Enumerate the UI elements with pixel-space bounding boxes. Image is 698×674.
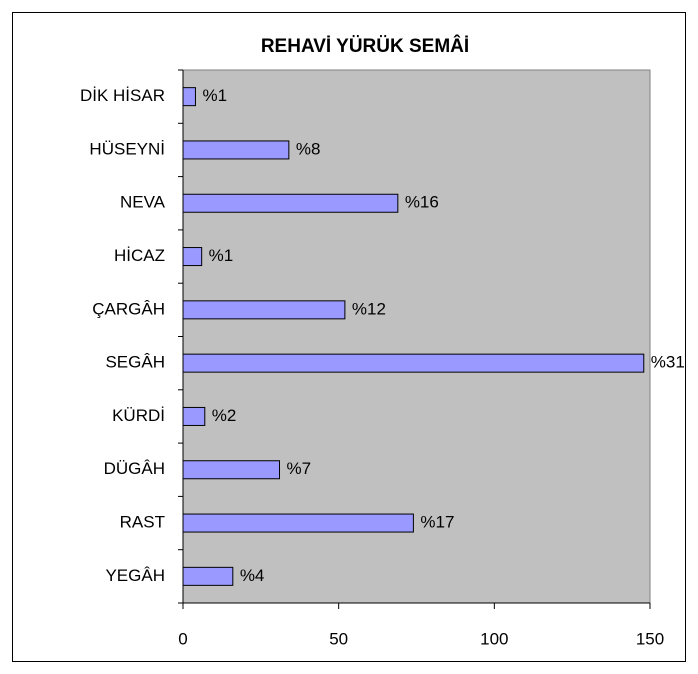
y-tick-label: ÇARGÂH bbox=[92, 299, 165, 318]
bar bbox=[182, 460, 281, 480]
y-tick-label: DİK HİSAR bbox=[80, 86, 165, 105]
bar bbox=[182, 353, 645, 373]
bar bbox=[182, 87, 196, 107]
value-label: %12 bbox=[352, 299, 386, 318]
bar bbox=[182, 406, 206, 426]
x-tick-label: 0 bbox=[178, 629, 187, 648]
y-tick-label: YEGÂH bbox=[105, 566, 165, 585]
x-tick-label: 50 bbox=[329, 629, 348, 648]
value-label: %1 bbox=[202, 86, 227, 105]
bar bbox=[182, 140, 290, 160]
value-label: %16 bbox=[405, 193, 439, 212]
bar bbox=[182, 193, 399, 213]
value-label: %2 bbox=[212, 406, 237, 425]
bar bbox=[182, 513, 414, 533]
bar bbox=[182, 566, 234, 586]
bar bbox=[182, 300, 346, 320]
value-label: %31 bbox=[651, 353, 685, 372]
y-tick-label: NEVA bbox=[120, 193, 166, 212]
value-label: %1 bbox=[209, 246, 234, 265]
x-tick-label: 100 bbox=[480, 629, 508, 648]
bar bbox=[182, 247, 203, 267]
y-tick-label: HÜSEYNİ bbox=[89, 139, 165, 158]
chart-title: REHAVİ YÜRÜK SEMÂİ bbox=[261, 35, 469, 57]
y-tick-label: DÜGÂH bbox=[104, 459, 165, 478]
value-label: %7 bbox=[287, 459, 312, 478]
y-tick-label: KÜRDİ bbox=[112, 406, 165, 425]
value-label: %8 bbox=[296, 139, 321, 158]
value-label: %4 bbox=[240, 566, 265, 585]
y-tick-label: HİCAZ bbox=[114, 246, 165, 265]
x-tick-label: 150 bbox=[636, 629, 664, 648]
y-tick-label: RAST bbox=[120, 513, 165, 532]
y-tick-label: SEGÂH bbox=[105, 353, 165, 372]
value-label: %17 bbox=[420, 513, 454, 532]
